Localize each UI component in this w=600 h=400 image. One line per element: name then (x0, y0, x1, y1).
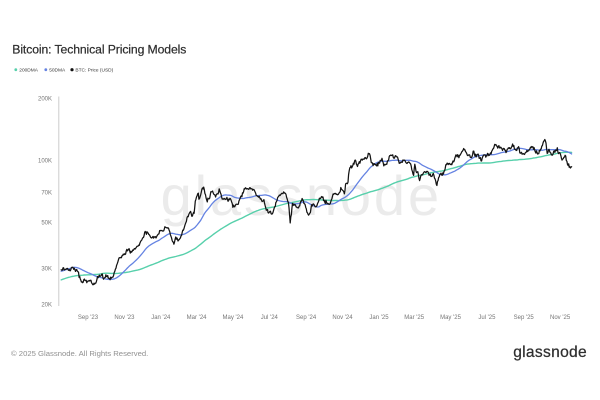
svg-text:50K: 50K (41, 221, 52, 227)
svg-text:Nov '25: Nov '25 (550, 315, 571, 321)
svg-text:50DMA: 50DMA (49, 67, 66, 73)
svg-text:glassnode: glassnode (513, 344, 587, 361)
svg-text:Sep '23: Sep '23 (78, 315, 99, 321)
svg-text:200K: 200K (38, 97, 52, 103)
svg-text:30K: 30K (41, 267, 52, 273)
svg-text:Mar '25: Mar '25 (404, 315, 424, 321)
svg-text:Sep '25: Sep '25 (514, 315, 535, 321)
svg-text:200DMA: 200DMA (19, 67, 38, 73)
svg-text:© 2025 Glassnode. All Rights R: © 2025 Glassnode. All Rights Reserved. (11, 349, 148, 358)
svg-text:glassnode: glassnode (161, 164, 442, 227)
svg-text:100K: 100K (38, 159, 52, 165)
svg-text:70K: 70K (41, 191, 52, 197)
svg-text:Bitcoin: Technical Pricing Mod: Bitcoin: Technical Pricing Models (12, 42, 186, 56)
svg-text:May '24: May '24 (222, 315, 243, 321)
svg-text:20K: 20K (41, 303, 52, 309)
svg-text:May '25: May '25 (440, 315, 461, 321)
svg-text:Mar '24: Mar '24 (187, 315, 207, 321)
svg-text:Jul '25: Jul '25 (478, 315, 496, 321)
svg-text:Jan '24: Jan '24 (151, 315, 171, 321)
svg-text:BTC: Price (USD): BTC: Price (USD) (75, 67, 113, 73)
svg-text:Jan '25: Jan '25 (369, 315, 389, 321)
svg-text:Sep '24: Sep '24 (296, 315, 317, 321)
svg-text:Nov '23: Nov '23 (114, 315, 135, 321)
svg-text:Jul '24: Jul '24 (261, 315, 279, 321)
svg-text:Nov '24: Nov '24 (332, 315, 353, 321)
